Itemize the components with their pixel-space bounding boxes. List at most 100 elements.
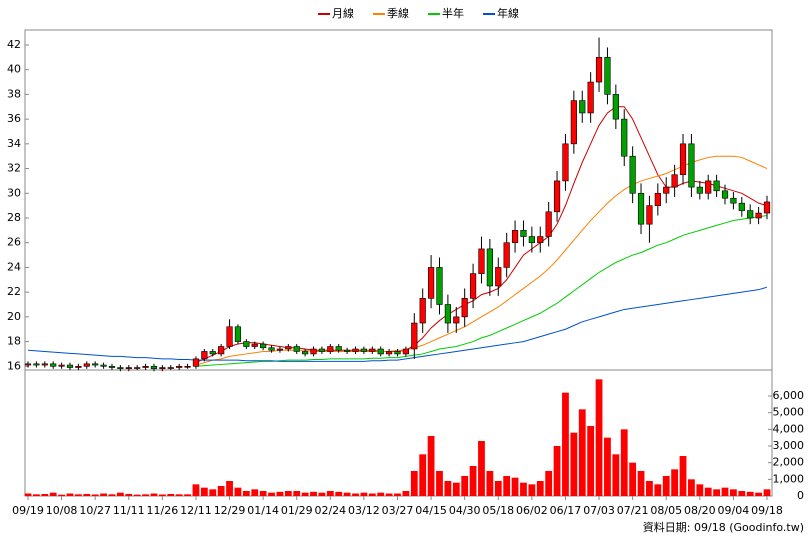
x-tick-label: 04/30 (449, 504, 481, 517)
candle-body (352, 348, 359, 352)
candle-body (142, 365, 149, 368)
candle-body (234, 326, 242, 342)
candle-body (671, 174, 678, 188)
candle-body (679, 143, 687, 176)
candle-body (570, 100, 577, 145)
x-tick-label: 08/05 (650, 504, 682, 517)
volume-bar (738, 491, 746, 496)
y-tick-label: 38 (7, 87, 21, 100)
candle-body (545, 211, 552, 237)
volume-bar (486, 471, 494, 496)
candle-body (41, 363, 48, 366)
candle-body (369, 348, 376, 352)
volume-bar (410, 471, 418, 496)
volume-bar (444, 481, 452, 496)
x-tick-label: 07/03 (583, 504, 615, 517)
footnote: 資料日期: 09/18 (Goodinfo.tw) (643, 520, 804, 534)
candle-body (394, 351, 401, 355)
volume-bar (41, 494, 49, 496)
candle-body (453, 316, 460, 324)
y-tick-label: 22 (7, 285, 21, 298)
candle-body (713, 180, 720, 192)
volume-bar (595, 379, 603, 496)
candle-body (83, 363, 90, 367)
candle-body (260, 343, 267, 349)
candle-body (327, 346, 334, 352)
candle-body (646, 205, 653, 225)
candle-body (360, 348, 368, 352)
volume-bar (32, 494, 40, 496)
x-tick-label: 03/12 (348, 504, 380, 517)
legend-label: 月線 (332, 6, 354, 20)
volume-bar (100, 493, 107, 496)
volume-bar (503, 476, 511, 496)
volume-bar (158, 494, 166, 496)
candle-body (436, 267, 443, 305)
x-tick-label: 04/15 (415, 504, 447, 517)
volume-bar (175, 494, 183, 496)
candle-body (285, 346, 292, 350)
volume-bar (394, 493, 401, 496)
candle-body (134, 367, 141, 369)
candle-body (696, 186, 703, 194)
x-tick-label: 11/26 (147, 504, 179, 517)
candle-body (595, 57, 603, 83)
candle-body (621, 118, 628, 157)
volume-bar (427, 436, 435, 496)
candle-body (310, 348, 317, 355)
volume-bar (234, 487, 242, 496)
volume-bar (284, 491, 292, 496)
x-tick-label: 09/04 (718, 504, 750, 517)
y-tick-label: 6,000 (773, 389, 805, 402)
x-tick-label: 06/02 (516, 504, 548, 517)
volume-bar (452, 482, 460, 496)
volume-bar (578, 409, 586, 496)
candle-body (747, 210, 754, 219)
ma-line (27, 286, 768, 362)
x-tick-label: 10/08 (46, 504, 78, 517)
volume-bar (612, 454, 620, 496)
candle-body (402, 348, 409, 355)
candle-body (579, 100, 586, 114)
volume-bar (217, 486, 225, 496)
volume-bar (755, 492, 763, 496)
candle-body (587, 81, 594, 114)
volume-bar (74, 494, 82, 496)
candle-body (58, 364, 65, 367)
volume-bar (301, 492, 309, 496)
volume-bar (587, 426, 595, 496)
volume-bar (58, 494, 65, 496)
candle-body (721, 190, 729, 199)
volume-bar (654, 484, 662, 496)
candle-body (478, 248, 485, 274)
candle-body (302, 351, 309, 355)
volume-bar (637, 471, 645, 496)
candle-body (377, 348, 384, 355)
plot-frame (24, 29, 773, 497)
candle-body (100, 364, 107, 367)
x-tick-label: 01/29 (281, 504, 313, 517)
y-tick-label: 4,000 (773, 422, 805, 435)
candle-body (318, 348, 326, 352)
candle-body (427, 267, 435, 299)
volume-bar (730, 489, 737, 496)
candle-body (730, 197, 737, 204)
y-tick-label: 24 (7, 260, 21, 273)
volume-bar (343, 492, 351, 496)
y-tick-label: 5,000 (773, 406, 805, 419)
x-tick-label: 02/24 (314, 504, 346, 517)
volume-bar (125, 494, 133, 496)
volume-bar (553, 446, 561, 496)
candle-body (604, 57, 611, 95)
x-tick-label: 05/18 (482, 504, 514, 517)
candle-body (33, 363, 40, 366)
candle-body (209, 351, 216, 355)
y-tick-label: 32 (7, 162, 21, 175)
y-tick-label: 0 (797, 489, 804, 502)
volume-bar (494, 481, 502, 496)
candle-body (150, 365, 158, 370)
volume-bar (704, 487, 712, 496)
volume-bar (116, 492, 124, 496)
volume-bar (402, 491, 410, 496)
candle-body (276, 348, 284, 351)
